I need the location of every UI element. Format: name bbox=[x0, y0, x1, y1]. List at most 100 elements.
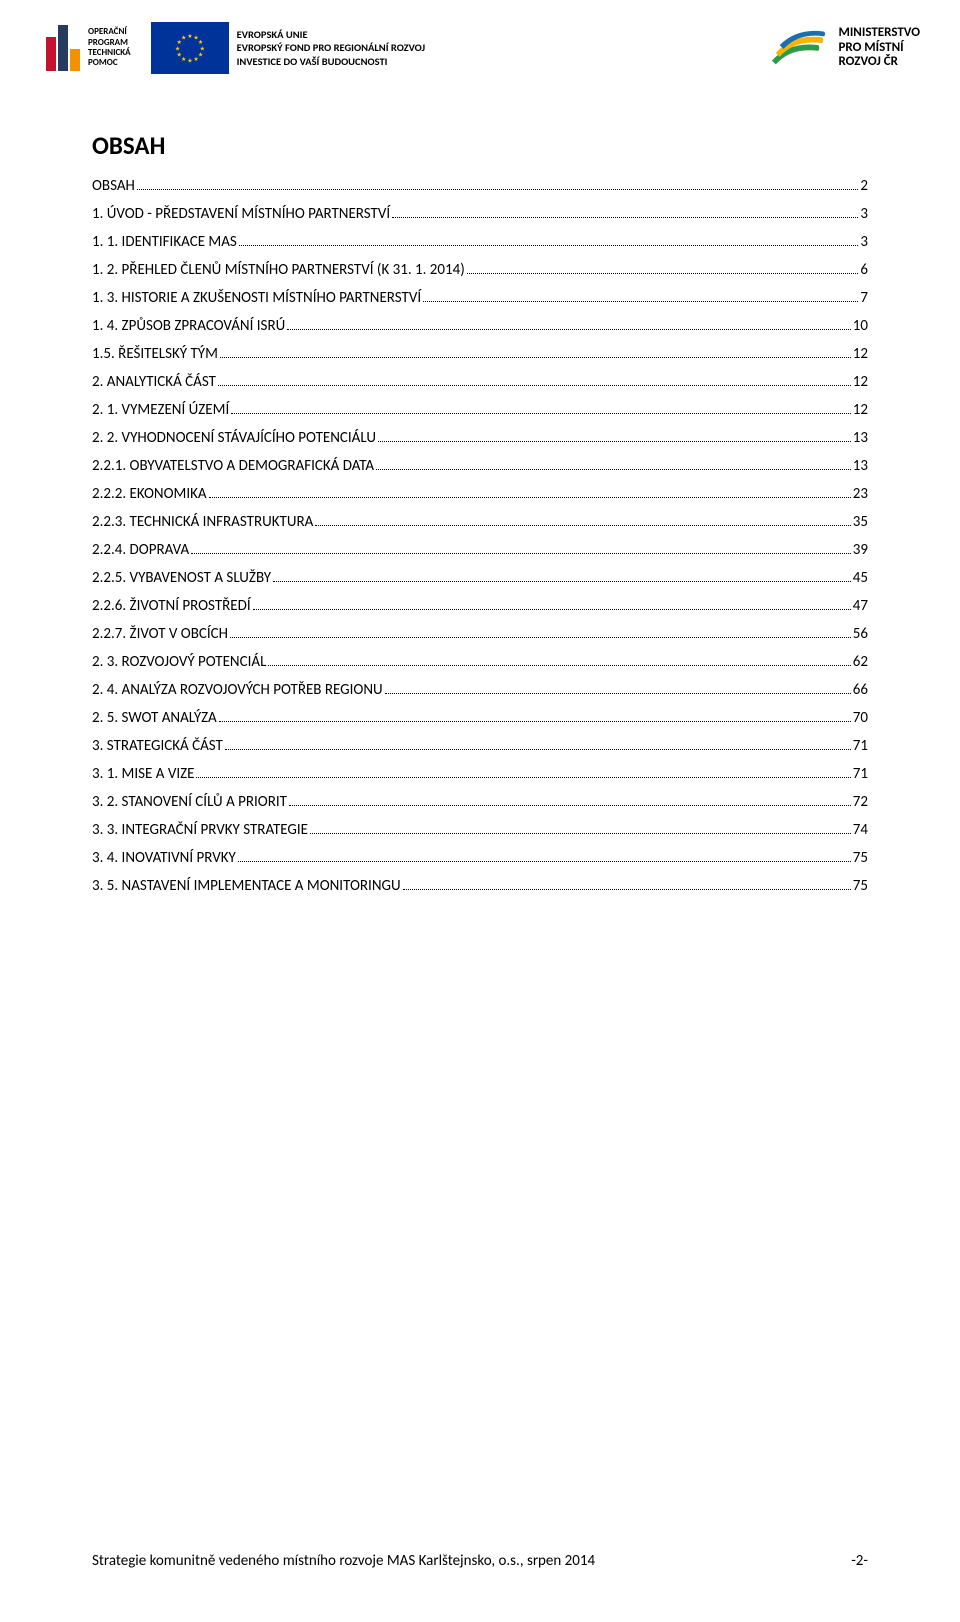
page-footer: Strategie komunitně vedeného místního ro… bbox=[92, 1552, 868, 1570]
toc-label: 3. 1. MISE A VIZE bbox=[92, 767, 194, 782]
toc-label: 2.2.2. EKONOMIKA bbox=[92, 487, 207, 502]
footer-left: Strategie komunitně vedeného místního ro… bbox=[92, 1552, 595, 1570]
toc-page: 66 bbox=[853, 683, 868, 698]
toc-leader-dots bbox=[225, 749, 851, 750]
toc-label: 2. 2. VYHODNOCENÍ STÁVAJÍCÍHO POTENCIÁLU bbox=[92, 431, 376, 446]
toc-page: 10 bbox=[853, 319, 868, 334]
toc-page: 71 bbox=[853, 739, 868, 754]
toc-row: 2. 4. ANALÝZA ROZVOJOVÝCH POTŘEB REGIONU… bbox=[92, 683, 868, 698]
toc-label: 2.2.4. DOPRAVA bbox=[92, 543, 189, 558]
toc-label: 3. 4. INOVATIVNÍ PRVKY bbox=[92, 851, 236, 866]
toc-label: 1. 2. PŘEHLED ČLENŮ MÍSTNÍHO PARTNERSTVÍ… bbox=[92, 263, 465, 278]
toc-row: 2.2.1. OBYVATELSTVO A DEMOGRAFICKÁ DATA1… bbox=[92, 459, 868, 474]
toc-leader-dots bbox=[231, 413, 851, 414]
toc-label: 1. 1. IDENTIFIKACE MAS bbox=[92, 235, 237, 250]
toc-label: 2.2.6. ŽIVOTNÍ PROSTŘEDÍ bbox=[92, 599, 251, 614]
toc-label: 2. 5. SWOT ANALÝZA bbox=[92, 711, 217, 726]
optp-text: OPERAČNÍ PROGRAM TECHNICKÁ POMOC bbox=[88, 27, 131, 68]
toc-leader-dots bbox=[137, 189, 858, 190]
toc-leader-dots bbox=[378, 441, 851, 442]
toc-row: 1. 3. HISTORIE A ZKUŠENOSTI MÍSTNÍHO PAR… bbox=[92, 291, 868, 306]
toc-leader-dots bbox=[209, 497, 851, 498]
toc-page: 3 bbox=[860, 207, 868, 222]
mmr-line1: MINISTERSTVO bbox=[838, 26, 920, 41]
toc-row: 2. 2. VYHODNOCENÍ STÁVAJÍCÍHO POTENCIÁLU… bbox=[92, 431, 868, 446]
toc-leader-dots bbox=[385, 693, 851, 694]
toc-leader-dots bbox=[230, 637, 851, 638]
svg-text:★: ★ bbox=[193, 55, 199, 63]
toc-row: 2.2.4. DOPRAVA 39 bbox=[92, 543, 868, 558]
toc-page: 70 bbox=[853, 711, 868, 726]
toc-page: 13 bbox=[853, 459, 868, 474]
toc-page: 6 bbox=[860, 263, 868, 278]
toc-page: 75 bbox=[853, 879, 868, 894]
eu-text: EVROPSKÁ UNIE EVROPSKÝ FOND PRO REGIONÁL… bbox=[237, 28, 426, 69]
toc-leader-dots bbox=[268, 665, 850, 666]
mmr-text: MINISTERSTVO PRO MÍSTNÍ ROZVOJ ČR bbox=[838, 26, 920, 71]
toc-leader-dots bbox=[287, 329, 851, 330]
toc-leader-dots bbox=[423, 301, 858, 302]
toc-label: 2. 4. ANALÝZA ROZVOJOVÝCH POTŘEB REGIONU bbox=[92, 683, 383, 698]
toc-leader-dots bbox=[253, 609, 851, 610]
toc-row: 2.2.2. EKONOMIKA 23 bbox=[92, 487, 868, 502]
toc-row: 1. 2. PŘEHLED ČLENŮ MÍSTNÍHO PARTNERSTVÍ… bbox=[92, 263, 868, 278]
toc-row: 3. 2. STANOVENÍ CÍLŮ A PRIORIT 72 bbox=[92, 795, 868, 810]
toc-page: 3 bbox=[860, 235, 868, 250]
toc-leader-dots bbox=[218, 385, 851, 386]
toc-leader-dots bbox=[315, 525, 851, 526]
toc-page: 12 bbox=[853, 347, 868, 362]
toc-row: 1.5. ŘEŠITELSKÝ TÝM12 bbox=[92, 347, 868, 362]
optp-line4: POMOC bbox=[88, 58, 131, 68]
toc-label: 3. 3. INTEGRAČNÍ PRVKY STRATEGIE bbox=[92, 823, 308, 838]
eu-line2: EVROPSKÝ FOND PRO REGIONÁLNÍ ROZVOJ bbox=[237, 41, 426, 55]
eu-flag-icon: ★★★★★★★★★★★★ bbox=[151, 22, 229, 74]
toc-label: 2. 1. VYMEZENÍ ÚZEMÍ bbox=[92, 403, 229, 418]
toc-label: OBSAH bbox=[92, 179, 135, 194]
toc-row: 1. ÚVOD - PŘEDSTAVENÍ MÍSTNÍHO PARTNERST… bbox=[92, 207, 868, 222]
toc-page: 35 bbox=[853, 515, 868, 530]
toc-label: 3. STRATEGICKÁ ČÁST bbox=[92, 739, 223, 754]
svg-text:★: ★ bbox=[187, 57, 193, 65]
toc-row: 3. 3. INTEGRAČNÍ PRVKY STRATEGIE 74 bbox=[92, 823, 868, 838]
mmr-swoosh-icon bbox=[770, 23, 828, 73]
svg-text:★: ★ bbox=[187, 32, 193, 40]
toc-leader-dots bbox=[310, 833, 851, 834]
toc-leader-dots bbox=[219, 721, 851, 722]
toc-label: 3. 5. NASTAVENÍ IMPLEMENTACE A MONITORIN… bbox=[92, 879, 401, 894]
toc-leader-dots bbox=[220, 357, 851, 358]
toc-leader-dots bbox=[467, 273, 859, 274]
eu-line3: INVESTICE DO VAŠÍ BUDOUCNOSTI bbox=[237, 55, 426, 69]
toc-label: 1. 3. HISTORIE A ZKUŠENOSTI MÍSTNÍHO PAR… bbox=[92, 291, 421, 306]
eu-line1: EVROPSKÁ UNIE bbox=[237, 28, 426, 42]
toc-row: 2.2.3. TECHNICKÁ INFRASTRUKTURA35 bbox=[92, 515, 868, 530]
toc-label: 3. 2. STANOVENÍ CÍLŮ A PRIORIT bbox=[92, 795, 287, 810]
toc-page: 7 bbox=[860, 291, 868, 306]
toc-row: 2. 1. VYMEZENÍ ÚZEMÍ12 bbox=[92, 403, 868, 418]
toc-row: 3. 5. NASTAVENÍ IMPLEMENTACE A MONITORIN… bbox=[92, 879, 868, 894]
toc-page: 12 bbox=[853, 375, 868, 390]
toc-page: 74 bbox=[853, 823, 868, 838]
mmr-line3: ROZVOJ ČR bbox=[838, 55, 920, 70]
toc-label: 1. 4. ZPŮSOB ZPRACOVÁNÍ ISRÚ bbox=[92, 319, 285, 334]
toc-page: 39 bbox=[853, 543, 868, 558]
toc-label: 1. ÚVOD - PŘEDSTAVENÍ MÍSTNÍHO PARTNERST… bbox=[92, 207, 390, 222]
toc-leader-dots bbox=[273, 581, 851, 582]
eu-stars-icon: ★★★★★★★★★★★★ bbox=[171, 29, 209, 67]
toc-leader-dots bbox=[392, 217, 858, 218]
toc-page: 72 bbox=[853, 795, 868, 810]
toc-row: 3. 4. INOVATIVNÍ PRVKY75 bbox=[92, 851, 868, 866]
toc-row: 2. ANALYTICKÁ ČÁST 12 bbox=[92, 375, 868, 390]
toc-page: 2 bbox=[860, 179, 868, 194]
toc-row: 3. 1. MISE A VIZE71 bbox=[92, 767, 868, 782]
toc-leader-dots bbox=[191, 553, 851, 554]
toc-label: 2. ANALYTICKÁ ČÁST bbox=[92, 375, 216, 390]
page-title: OBSAH bbox=[92, 130, 868, 161]
logo-optp: OPERAČNÍ PROGRAM TECHNICKÁ POMOC bbox=[46, 25, 131, 71]
page-content: OBSAH OBSAH 2 1. ÚVOD - PŘEDSTAVENÍ MÍSTNÍ… bbox=[0, 84, 960, 894]
toc-leader-dots bbox=[239, 245, 859, 246]
toc-page: 23 bbox=[853, 487, 868, 502]
toc-row: 1. 4. ZPŮSOB ZPRACOVÁNÍ ISRÚ 10 bbox=[92, 319, 868, 334]
logo-mmr: MINISTERSTVO PRO MÍSTNÍ ROZVOJ ČR bbox=[770, 23, 920, 73]
page-header: OPERAČNÍ PROGRAM TECHNICKÁ POMOC ★★★★★★★… bbox=[0, 0, 960, 84]
toc-leader-dots bbox=[196, 777, 850, 778]
